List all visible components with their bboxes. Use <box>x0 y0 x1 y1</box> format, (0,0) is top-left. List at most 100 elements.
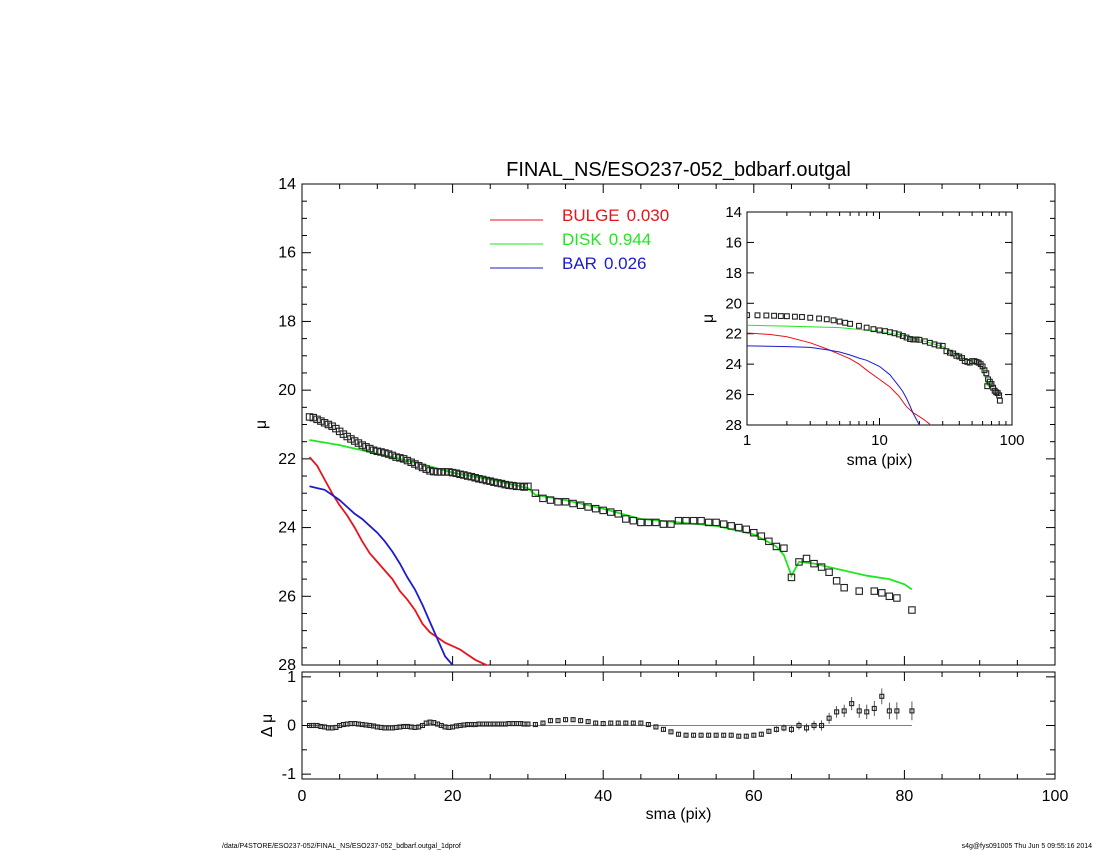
inset-point <box>791 313 798 320</box>
legend-label-bulge: BULGE 0.030 <box>562 206 669 225</box>
main-point <box>437 468 446 476</box>
inset-ytick-label: 26 <box>725 387 742 404</box>
main-point <box>554 498 562 506</box>
residual-point <box>578 718 584 724</box>
main-point <box>369 446 378 455</box>
main-point <box>546 496 555 504</box>
residual-point <box>706 732 712 738</box>
main-point <box>637 518 645 527</box>
residual-point <box>691 732 697 738</box>
main-point <box>908 606 916 614</box>
main-point <box>840 583 848 592</box>
main-point <box>373 447 382 456</box>
main-title: FINAL_NS/ESO237-052_bdbarf.outgal <box>506 159 851 181</box>
main-ytick-label: 20 <box>278 382 296 399</box>
main-point <box>414 461 423 470</box>
residual-point <box>585 719 591 725</box>
residual-point <box>819 722 825 729</box>
main-point <box>893 594 901 602</box>
residual-point <box>698 732 704 738</box>
residual-point <box>834 709 840 715</box>
main-series-bulge <box>308 456 489 665</box>
main-point <box>339 430 348 438</box>
main-point <box>347 435 355 443</box>
inset-point <box>777 313 784 320</box>
inset-ytick-label: 14 <box>725 204 742 221</box>
main-point <box>494 479 502 487</box>
main-point <box>411 460 419 468</box>
main-ytick-label: 22 <box>278 451 296 468</box>
legend: BULGE 0.030 DISK 0.944 BAR 0.026 <box>490 206 669 273</box>
main-point <box>659 520 668 528</box>
main-ytick-label: 26 <box>278 588 296 605</box>
inset-xtick-label: 10 <box>871 432 888 449</box>
inset-point <box>754 312 761 319</box>
legend-value: 0.944 <box>609 230 652 249</box>
residual-point <box>871 705 877 712</box>
inset-point <box>836 318 843 325</box>
main-point <box>644 518 653 527</box>
residual-point <box>841 708 847 714</box>
inset-point <box>981 367 988 374</box>
main-point <box>362 443 370 451</box>
main-point <box>591 504 600 513</box>
residual-point <box>728 732 734 738</box>
residual-point <box>826 715 832 721</box>
inset-point <box>988 380 995 387</box>
residual-xtick-label: 20 <box>444 788 462 805</box>
main-point <box>512 482 521 491</box>
inset-point <box>816 315 823 322</box>
residual-point <box>660 726 666 732</box>
residual-point <box>593 720 599 726</box>
inset-point <box>910 336 917 343</box>
main-point <box>501 480 510 489</box>
main-point <box>399 455 408 463</box>
residual-point <box>803 725 810 731</box>
residual-point <box>856 708 862 714</box>
footer-right: s4g@fys091005 Thu Jun 5 09:55:16 2014 <box>962 843 1092 850</box>
inset-series-group <box>747 312 1003 425</box>
main-point <box>433 468 442 476</box>
inset-ytick-label: 18 <box>725 265 742 282</box>
main-point <box>795 558 803 566</box>
inset-xtick-label: 1 <box>743 432 751 449</box>
residual-xtick-label: 0 <box>298 788 307 805</box>
inset-point <box>935 342 942 349</box>
residual-point <box>623 720 629 726</box>
main-point <box>569 499 577 508</box>
residual-point <box>615 720 621 726</box>
main-point <box>606 508 615 516</box>
main-point <box>467 472 476 481</box>
main-point <box>309 413 318 422</box>
inset-point <box>856 322 862 329</box>
legend-value: 0.026 <box>604 254 647 273</box>
inset-point <box>870 326 877 333</box>
legend-name: BAR <box>562 254 597 273</box>
residual-point <box>864 709 870 715</box>
main-point <box>486 477 494 485</box>
residual-point <box>547 718 554 724</box>
inset-point <box>996 397 1003 404</box>
main-point <box>719 520 728 528</box>
inset-point <box>899 333 906 339</box>
main-ylabel: μ <box>253 420 270 429</box>
inset-series-bar <box>747 345 920 425</box>
main-point <box>350 437 359 445</box>
main-ytick-label: 14 <box>278 176 296 193</box>
main-point <box>343 432 351 441</box>
main-point <box>475 475 483 483</box>
inset-point <box>807 314 814 321</box>
main-series-group <box>305 413 916 665</box>
main-point <box>734 523 743 532</box>
residual-point <box>736 733 742 739</box>
main-point <box>622 515 630 523</box>
inset-point <box>943 348 950 355</box>
main-point <box>817 563 826 571</box>
inset-point <box>876 327 883 334</box>
residual-point <box>562 717 569 723</box>
main-point <box>392 453 400 461</box>
residual-point <box>532 721 538 728</box>
residual-xtick-label: 40 <box>594 788 612 805</box>
main-point <box>524 482 532 491</box>
